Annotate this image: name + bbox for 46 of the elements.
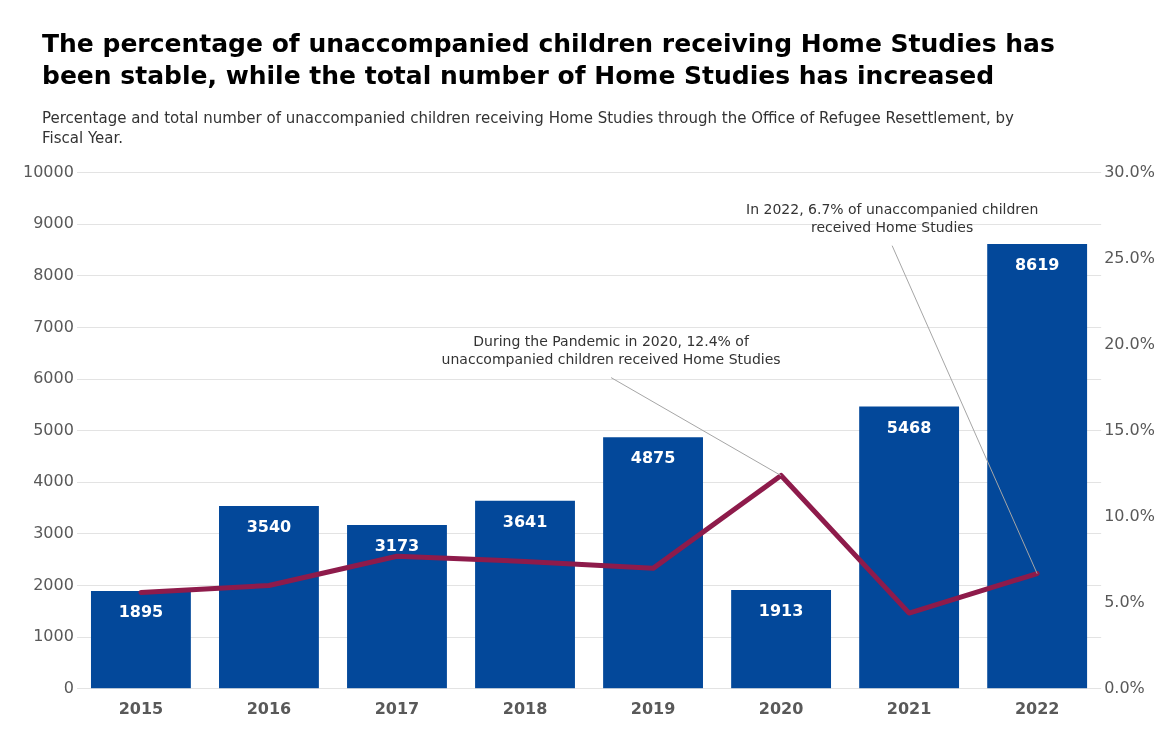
y-tick-label: 4000 <box>33 471 74 491</box>
annotation: During the Pandemic in 2020, 12.4% of unaccompanied children received Home Studies <box>441 333 781 368</box>
chart-title: The percentage of unaccompanied children receiving Home Studies has been stable, while the total number of Home Studies has increased <box>42 28 1056 92</box>
bar <box>219 506 319 689</box>
x-tick-label: 2018 <box>502 698 548 718</box>
bar <box>347 525 447 689</box>
data-label: 3173 <box>374 536 420 556</box>
x-tick-label: 2022 <box>1014 698 1060 718</box>
y-tick-label: 0 <box>63 677 74 697</box>
y2-tick-label: 15.0% <box>1104 419 1155 439</box>
bar <box>731 590 832 689</box>
y2-tick-label: 5.0% <box>1104 591 1145 611</box>
y-tick-label: 5000 <box>33 419 74 439</box>
y2-tick-label: 20.0% <box>1104 333 1155 353</box>
y-tick-label: 9000 <box>33 213 74 233</box>
chart-subtitle: Percentage and total number of unaccompanied children receiving Home Studies through the Office of Refugee Resettlement, by Fiscal Year. <box>42 108 1015 148</box>
bar <box>859 406 960 689</box>
annotation: In 2022, 6.7% of unaccompanied children received Home Studies <box>746 201 1039 236</box>
data-label: 5468 <box>886 417 932 437</box>
x-tick-label: 2015 <box>118 698 164 718</box>
x-tick-label: 2021 <box>886 698 932 718</box>
data-label: 1895 <box>118 602 164 622</box>
x-tick-label: 2019 <box>630 698 676 718</box>
bar <box>603 437 703 689</box>
data-label: 8619 <box>1014 255 1060 275</box>
x-tick-label: 2016 <box>246 698 292 718</box>
data-label: 4875 <box>630 448 676 468</box>
y-tick-label: 10000 <box>22 161 74 181</box>
y-tick-label: 6000 <box>33 368 74 388</box>
y2-tick-label: 30.0% <box>1104 161 1155 181</box>
bar <box>987 243 1088 689</box>
y2-tick-label: 25.0% <box>1104 247 1155 267</box>
y-tick-label: 8000 <box>33 265 74 284</box>
x-tick-label: 2017 <box>374 698 420 718</box>
y2-tick-label: 0.0% <box>1104 677 1145 697</box>
y-tick-label: 1000 <box>33 626 74 646</box>
y-tick-label: 3000 <box>33 523 74 543</box>
y-tick-label: 2000 <box>33 574 74 594</box>
x-tick-label: 2020 <box>758 698 804 718</box>
bar <box>475 500 575 689</box>
y-tick-label: 7000 <box>33 316 74 336</box>
y2-tick-label: 10.0% <box>1104 505 1155 525</box>
data-label: 3641 <box>502 512 548 532</box>
data-label: 3540 <box>246 517 292 537</box>
data-label: 1913 <box>758 601 804 621</box>
bar <box>90 590 191 689</box>
